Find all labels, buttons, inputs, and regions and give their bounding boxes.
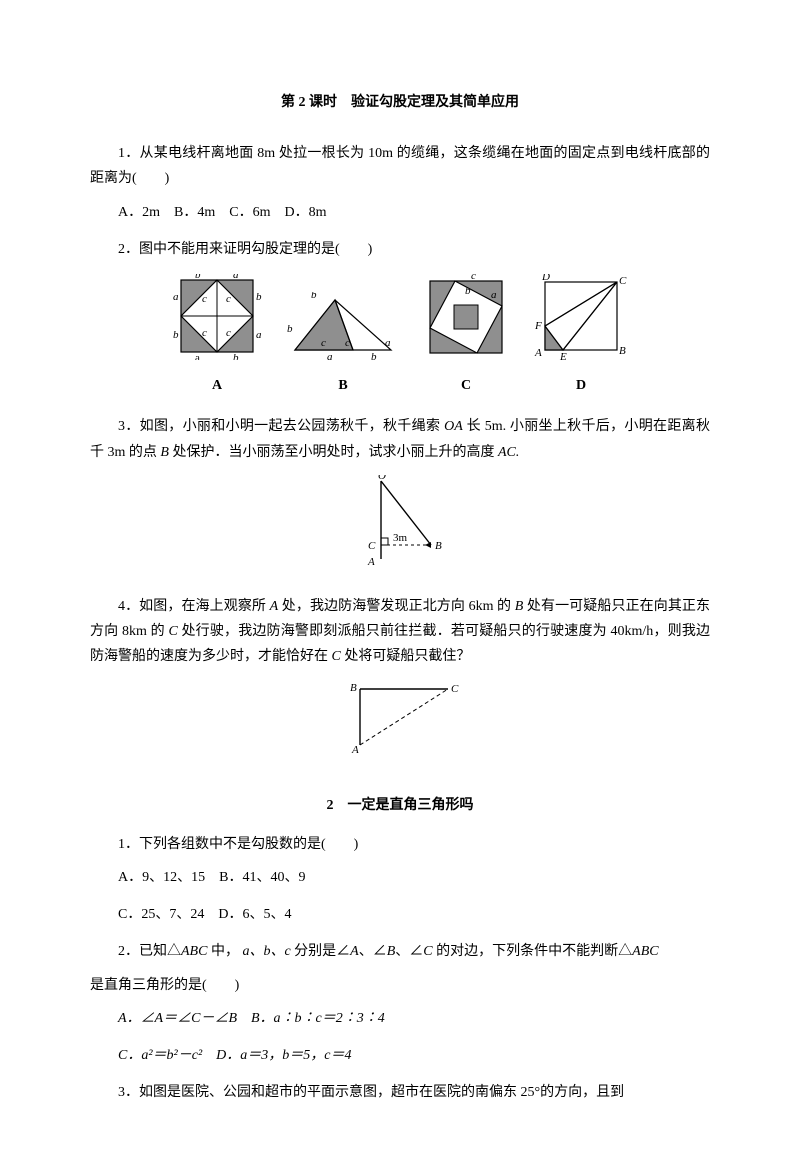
svg-text:b: b <box>195 274 201 281</box>
q2-figures: ba ab ba ab cc cc A b b c c a a b <box>90 274 710 398</box>
q3-AC: AC. <box>498 445 519 460</box>
q1-text: 1．从某电线杆离地面 8m 处拉一根长为 10m 的缆绳，这条缆绳在地面的固定点… <box>90 141 710 191</box>
svg-text:a: a <box>327 351 333 360</box>
q1-opts: A．2m B．4m C．6m D．8m <box>90 200 710 225</box>
svg-text:a: a <box>385 337 391 349</box>
s2q2-optA: A．∠A＝∠C－∠B <box>118 1011 237 1026</box>
s2q2-c: 分别是∠ <box>291 944 351 959</box>
svg-text:A: A <box>534 347 542 359</box>
svg-text:E: E <box>559 351 567 360</box>
s2q2-d: 、∠ <box>359 944 387 959</box>
s2q2-a: 2．已知△ <box>118 944 181 959</box>
svg-text:b: b <box>311 292 317 301</box>
svg-text:C: C <box>619 275 627 287</box>
svg-text:b: b <box>233 352 239 360</box>
s2q2-f: 的对边，下列条件中不能判断△ <box>433 944 633 959</box>
q4-text: 4．如图，在海上观察所 A 处，我边防海警发现正北方向 6km 的 B 处有一可… <box>90 594 710 670</box>
svg-text:a: a <box>491 289 497 301</box>
svg-text:B: B <box>435 540 442 552</box>
s2q2-abc: ABC <box>181 944 207 959</box>
s2q1-text: 1．下列各组数中不是勾股数的是( ) <box>90 832 710 857</box>
svg-text:a: a <box>233 274 239 281</box>
svg-text:a: a <box>195 352 200 360</box>
q4-C1: C <box>168 624 177 639</box>
fig-b: b b c c a a b B <box>287 292 399 398</box>
svg-text:c: c <box>226 327 231 339</box>
svg-text:c: c <box>471 274 476 282</box>
fig-b-cap: B <box>287 373 399 398</box>
fig-d-cap: D <box>533 373 629 398</box>
q4-figure: B C A <box>90 679 710 768</box>
fig-a-cap: A <box>171 373 263 398</box>
q4-e: 处将可疑船只截住？ <box>341 649 471 664</box>
section2-title: 2 一定是直角三角形吗 <box>90 793 710 818</box>
s2q1-opts1: A．9、12、15 B．41、40、9 <box>90 865 710 890</box>
q3-text: 3．如图，小丽和小明一起去公园荡秋千，秋千绳索 OA 长 5m. 小丽坐上秋千后… <box>90 414 710 464</box>
q3-OA: OA <box>444 419 463 434</box>
s2q2-C: C <box>423 944 432 959</box>
svg-text:c: c <box>202 327 207 339</box>
s2q1-opts2: C．25、7、24 D．6、5、4 <box>90 902 710 927</box>
q3-B: B <box>160 445 169 460</box>
s2q2-optD: D．a＝3，b＝5，c＝4 <box>216 1048 351 1063</box>
svg-text:c: c <box>202 293 207 305</box>
fig-a: b a a b b a a b c c c c A <box>171 274 263 398</box>
s2q2-e: 、∠ <box>395 944 423 959</box>
svg-text:c: c <box>321 337 326 349</box>
svg-text:A: A <box>367 556 375 568</box>
s2q2-abc3: ABC <box>632 944 658 959</box>
svg-text:D: D <box>541 274 550 283</box>
svg-text:3m: 3m <box>393 532 408 544</box>
svg-text:O: O <box>378 475 386 482</box>
q4-C2: C <box>332 649 341 664</box>
svg-text:B: B <box>619 345 626 357</box>
page-title: 第 2 课时 验证勾股定理及其简单应用 <box>90 90 710 115</box>
svg-text:F: F <box>534 320 542 332</box>
fig-c: c b a C <box>423 274 509 398</box>
svg-text:a: a <box>173 291 179 303</box>
s2q2-g: 是直角三角形的是( ) <box>90 973 710 998</box>
svg-text:a: a <box>256 329 262 341</box>
svg-text:B: B <box>350 682 357 694</box>
svg-text:b: b <box>256 291 262 303</box>
q2-text: 2．图中不能用来证明勾股定理的是( ) <box>90 237 710 262</box>
s2q2-optB: B．a∶b∶c＝2∶3∶4 <box>251 1011 385 1026</box>
s2q2-optsAB: A．∠A＝∠C－∠B B．a∶b∶c＝2∶3∶4 <box>90 1006 710 1031</box>
svg-text:c: c <box>226 293 231 305</box>
svg-text:b: b <box>371 351 377 360</box>
svg-text:b: b <box>287 323 293 335</box>
svg-text:C: C <box>451 683 459 695</box>
q4-A: A <box>270 599 279 614</box>
svg-text:b: b <box>173 329 179 341</box>
q4-a: 4．如图，在海上观察所 <box>118 599 270 614</box>
q3-a: 3．如图，小丽和小明一起去公园荡秋千，秋千绳索 <box>118 419 444 434</box>
s2q2-optsCD: C．a²＝b²－c² D．a＝3，b＝5，c＝4 <box>90 1043 710 1068</box>
s2q2-optC: C．a²＝b²－c² <box>118 1048 202 1063</box>
fig-c-cap: C <box>423 373 509 398</box>
svg-text:A: A <box>351 744 359 756</box>
q3-c: 处保护．当小丽荡至小明处时，试求小丽上升的高度 <box>169 445 498 460</box>
svg-text:C: C <box>368 540 376 552</box>
s2q3-text: 3．如图是医院、公园和超市的平面示意图，超市在医院的南偏东 25°的方向，且到 <box>90 1080 710 1105</box>
s2q2-abc2: a、b、c <box>242 944 290 959</box>
q3-figure: O C A B 3m <box>90 475 710 580</box>
s2q2-B: B <box>387 944 396 959</box>
svg-text:c: c <box>345 337 350 349</box>
fig-d: D C F A E B D <box>533 274 629 398</box>
s2q2-A: A <box>350 944 359 959</box>
s2q2-text: 2．已知△ABC 中， a、b、c 分别是∠A、∠B、∠C 的对边，下列条件中不… <box>90 939 710 964</box>
q4-b: 处，我边防海警发现正北方向 6km 的 <box>278 599 515 614</box>
s2q2-b: 中， <box>207 944 242 959</box>
page: 第 2 课时 验证勾股定理及其简单应用 1．从某电线杆离地面 8m 处拉一根长为… <box>0 0 800 1153</box>
svg-text:b: b <box>465 285 471 297</box>
